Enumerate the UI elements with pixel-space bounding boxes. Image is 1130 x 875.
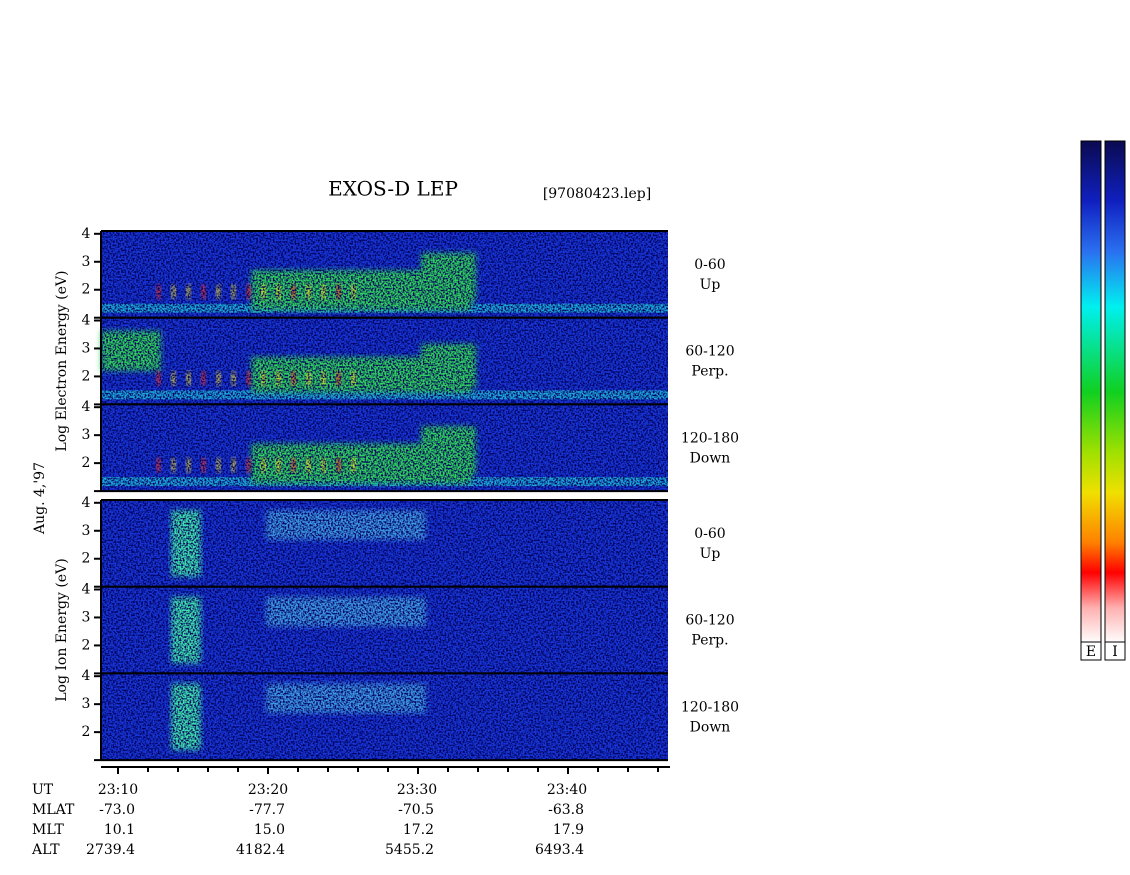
- y-tick-label: 2: [82, 551, 91, 567]
- y-tick-label: 3: [82, 523, 91, 539]
- x-value: 6493.4: [535, 842, 584, 858]
- x-value: 17.2: [403, 822, 434, 838]
- panel-direction: Down: [690, 719, 731, 735]
- spectrogram-noise: [101, 586, 668, 674]
- panel-range: 120-180: [681, 699, 739, 715]
- x-value: -63.8: [548, 802, 584, 818]
- colorbar-box: [1104, 641, 1126, 661]
- file-name: [97080423.lep]: [543, 186, 651, 202]
- panel-direction: Up: [700, 277, 721, 293]
- y-tick-label: 2: [82, 455, 91, 471]
- x-axis: UT 23:10 23:20 23:30 23:40 MLAT -73.0 -77.7 -70.…: [31, 766, 670, 858]
- colorbar: [1080, 140, 1102, 644]
- panel-range: 60-120: [685, 613, 734, 629]
- y-tick-label: 3: [82, 427, 91, 443]
- x-value: 2739.4: [86, 842, 135, 858]
- y-tick-label: 3: [82, 340, 91, 356]
- y-tick-label: 3: [82, 609, 91, 625]
- title: EXOS-D LEP: [328, 177, 458, 201]
- x-value: -70.5: [398, 802, 434, 818]
- y-tick-label: 4: [82, 226, 91, 242]
- row-label: MLAT: [32, 802, 75, 818]
- spectrogram-noise: [101, 500, 668, 587]
- x-value: 23:40: [547, 782, 587, 798]
- panel-range: 60-120: [685, 344, 734, 360]
- panel-range: 120-180: [681, 430, 739, 446]
- spectrogram-noise: [101, 231, 668, 318]
- y-tick-label: 4: [82, 495, 91, 511]
- spectrogram-noise: [101, 317, 668, 405]
- row-label: MLT: [32, 822, 64, 838]
- plots: 2 3 4 0-60 Up 2 3 4 60-120 Perp. 2 3 4 120-180 Down Log…: [54, 226, 739, 762]
- colorbar-label: E: [1086, 644, 1096, 660]
- x-value: 17.9: [553, 822, 584, 838]
- spectrogram-noise: [101, 673, 668, 761]
- x-value: 10.1: [104, 822, 135, 838]
- panel-range: 0-60: [694, 257, 725, 273]
- y-tick-label: 2: [82, 637, 91, 653]
- panel-direction: Perp.: [691, 364, 728, 380]
- x-value: 23:20: [248, 782, 288, 798]
- y-tick-label: 2: [82, 368, 91, 384]
- y-tick-label: 4: [82, 312, 91, 328]
- panel-direction: Up: [700, 546, 721, 562]
- y-axis-label: Log Ion Energy (eV): [54, 558, 70, 701]
- date-label: Aug. 4,'97: [32, 462, 48, 535]
- x-value: -77.7: [249, 802, 285, 818]
- y-tick-label: 4: [82, 581, 91, 597]
- panel-direction: Down: [690, 450, 731, 466]
- x-value: 5455.2: [385, 842, 434, 858]
- spectrogram-noise: [101, 404, 668, 492]
- y-tick-label: 2: [82, 282, 91, 298]
- colorbar-label: I: [1112, 644, 1118, 660]
- row-label: UT: [32, 782, 54, 798]
- x-value: 23:30: [397, 782, 437, 798]
- y-axis-label: Log Electron Energy (eV): [54, 271, 70, 452]
- x-value: 15.0: [254, 822, 285, 838]
- x-value: 23:10: [98, 782, 138, 798]
- panel-range: 0-60: [694, 526, 725, 542]
- colorbar-box: [1080, 641, 1102, 661]
- y-tick-label: 3: [82, 696, 91, 712]
- x-value: 4182.4: [236, 842, 285, 858]
- panel-direction: Perp.: [691, 633, 728, 649]
- x-value: -73.0: [99, 802, 135, 818]
- y-tick-label: 4: [82, 668, 91, 684]
- y-tick-label: 3: [82, 254, 91, 270]
- y-tick-label: 2: [82, 724, 91, 740]
- y-tick-label: 4: [82, 399, 91, 415]
- colorbar: [1104, 140, 1126, 644]
- row-label: ALT: [31, 842, 60, 858]
